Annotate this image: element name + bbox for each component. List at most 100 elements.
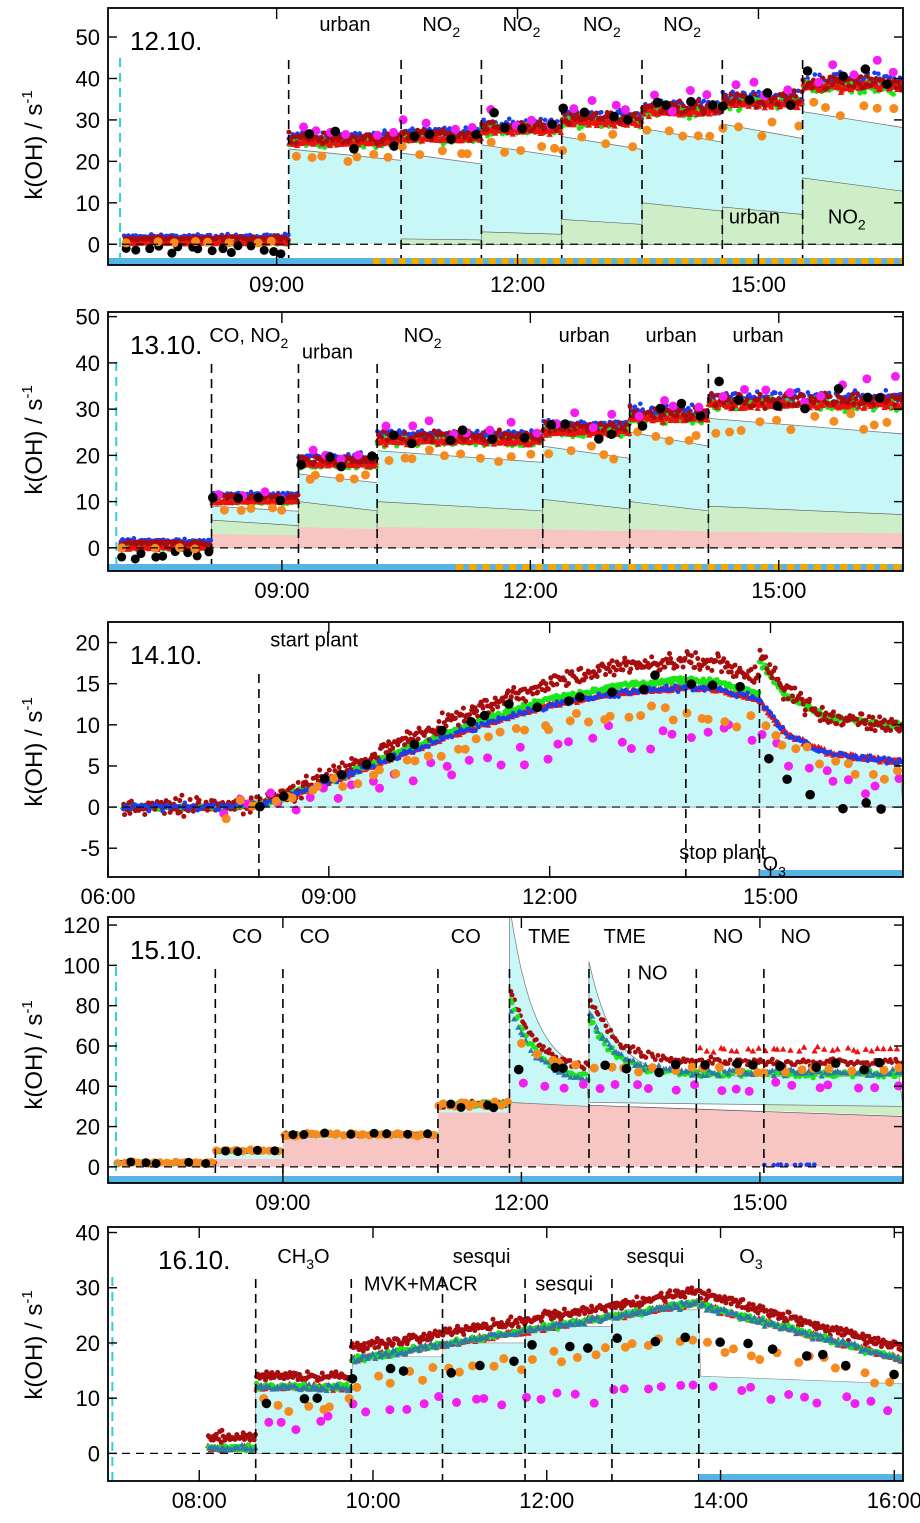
data-point: [684, 435, 694, 445]
data-point: [741, 93, 747, 99]
status-bar-orange: [835, 258, 843, 265]
data-point: [837, 394, 843, 400]
status-bar-orange: [462, 258, 471, 265]
data-point: [683, 413, 689, 419]
data-point: [190, 544, 200, 554]
data-point: [352, 152, 362, 162]
data-point: [638, 401, 643, 407]
data-point: [773, 390, 778, 396]
x-tick-label: 09:00: [249, 272, 304, 297]
data-point: [325, 452, 335, 462]
data-point: [320, 140, 326, 146]
data-point: [689, 412, 695, 418]
data-point: [402, 430, 408, 436]
data-point: [486, 137, 496, 147]
data-point: [506, 116, 512, 122]
data-point: [572, 426, 578, 432]
data-point: [341, 129, 351, 139]
data-point: [299, 122, 309, 132]
data-point: [145, 244, 155, 254]
data-point: [659, 395, 669, 405]
data-point: [566, 446, 576, 456]
status-bar-orange: [707, 564, 716, 571]
status-bar-orange: [535, 564, 543, 571]
data-point: [463, 125, 468, 130]
data-point: [793, 402, 799, 408]
data-point: [218, 234, 224, 240]
data-point: [577, 132, 587, 142]
data-point: [695, 411, 706, 421]
data-point: [810, 411, 820, 421]
status-bar-orange: [628, 564, 636, 571]
data-point: [640, 110, 647, 117]
data-point: [794, 121, 804, 131]
data-point: [547, 119, 557, 130]
event-label: NO2: [503, 14, 541, 40]
ylabel-panel-1: k(OH) / s-1: [19, 90, 48, 199]
data-point: [167, 248, 177, 258]
data-point: [586, 441, 596, 451]
data-point: [652, 97, 663, 108]
data-point: [482, 123, 488, 129]
data-point: [728, 92, 734, 98]
data-point: [814, 77, 824, 87]
data-point: [869, 420, 879, 430]
ylabel-panel-5: k(OH) / s-1: [19, 1290, 48, 1399]
status-bar-orange: [848, 258, 856, 265]
data-point: [608, 129, 618, 139]
status-bar-orange: [398, 258, 406, 265]
data-point: [550, 143, 560, 153]
data-point: [326, 142, 334, 149]
data-point: [192, 551, 202, 561]
y-tick-label: 0: [88, 232, 100, 257]
data-point: [712, 398, 719, 404]
panel-1-plot-area: [108, 55, 903, 265]
data-point: [588, 423, 598, 433]
ylabel-panel-4: k(OH) / s-1: [19, 1000, 48, 1109]
data-point: [478, 432, 484, 438]
status-bar-orange: [879, 564, 888, 571]
data-point: [266, 236, 276, 246]
data-point: [854, 391, 860, 397]
model-total-fill: [481, 144, 562, 245]
data-point: [544, 449, 554, 459]
status-bar-orange: [575, 564, 583, 571]
data-point: [821, 102, 831, 112]
status-bar-orange: [527, 258, 535, 265]
data-point: [407, 454, 417, 464]
panel-3-plot-area: [108, 647, 903, 877]
data-point: [305, 456, 311, 462]
status-bar-orange: [826, 564, 835, 571]
data-point: [208, 537, 214, 543]
data-point: [845, 400, 851, 406]
data-point: [876, 71, 881, 77]
data-point: [860, 64, 871, 74]
data-point: [440, 127, 446, 133]
data-point: [833, 399, 839, 405]
data-point: [772, 401, 783, 411]
status-bar-orange: [488, 258, 496, 265]
data-point: [768, 103, 775, 110]
data-point: [349, 143, 359, 154]
data-point: [734, 91, 740, 97]
data-point: [599, 109, 604, 115]
data-point: [397, 141, 407, 151]
data-point: [374, 141, 380, 147]
data-point: [402, 129, 408, 135]
data-point: [203, 237, 213, 247]
data-point: [791, 88, 797, 94]
data-point: [295, 492, 301, 498]
data-point: [246, 241, 256, 251]
data-point: [567, 428, 573, 434]
event-label: urban: [729, 207, 780, 229]
data-point: [121, 238, 131, 248]
data-point: [864, 73, 870, 79]
data-point: [651, 414, 657, 420]
model-line: [802, 111, 903, 128]
data-point: [415, 127, 421, 133]
status-bar-orange: [681, 258, 689, 265]
data-point: [777, 391, 783, 396]
panel-date-label: 12.10.: [130, 26, 202, 56]
